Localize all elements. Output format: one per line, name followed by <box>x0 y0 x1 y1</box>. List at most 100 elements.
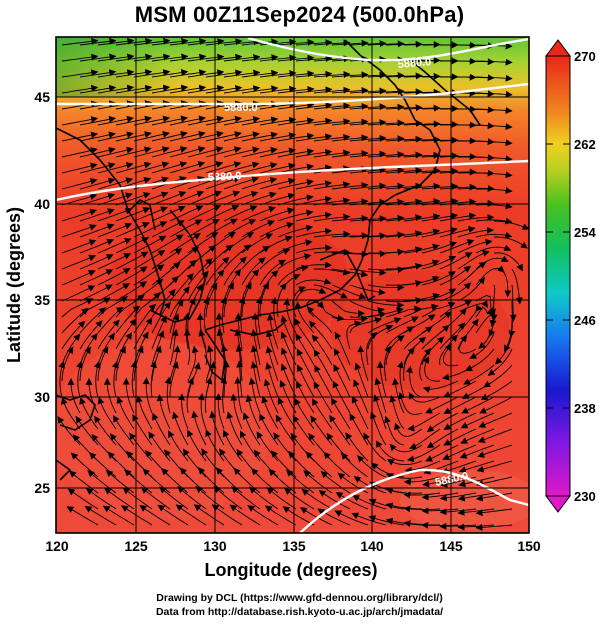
streamline <box>334 510 369 526</box>
streamline <box>151 115 188 126</box>
streamline <box>103 377 117 414</box>
streamline <box>223 176 259 190</box>
streamline <box>151 37 189 46</box>
credit-drawing: Drawing by DCL (https://www.gfd-dennou.o… <box>156 592 443 604</box>
streamline <box>367 166 405 174</box>
streamline <box>241 162 278 174</box>
streamline <box>385 246 423 254</box>
streamline <box>283 298 297 334</box>
colorbar-tick-label: 238 <box>574 401 596 416</box>
streamline <box>277 101 315 110</box>
streamline <box>294 397 315 430</box>
streamline <box>115 251 149 270</box>
streamline <box>439 252 473 270</box>
streamline <box>475 244 512 254</box>
streamline <box>151 146 188 158</box>
streamline <box>349 250 387 258</box>
streamline <box>421 152 459 160</box>
streamline <box>151 53 189 62</box>
streamline <box>277 224 314 238</box>
colorbar-tick-label: 270 <box>574 49 596 64</box>
streamline <box>385 305 422 318</box>
streamline <box>403 303 439 318</box>
streamline <box>61 37 99 46</box>
streamline <box>151 161 188 174</box>
colorbar-min-triangle <box>545 495 571 513</box>
streamline <box>97 307 124 334</box>
streamline <box>331 87 369 95</box>
streamline <box>439 226 476 238</box>
streamline <box>61 285 96 302</box>
streamline <box>241 116 279 126</box>
streamline <box>295 133 333 142</box>
streamline <box>261 395 279 430</box>
streamline <box>264 505 297 526</box>
streamline <box>280 363 297 398</box>
streamline <box>280 331 297 366</box>
streamline <box>133 206 168 222</box>
streamline <box>331 150 369 158</box>
streamline <box>385 40 423 48</box>
streamline <box>509 284 517 322</box>
streamline <box>426 412 459 433</box>
streamline <box>231 486 261 510</box>
streamline <box>164 376 172 414</box>
streamline <box>151 69 189 78</box>
streamline <box>115 84 153 94</box>
streamline <box>331 300 365 317</box>
streamline <box>133 131 170 142</box>
streamline <box>442 444 477 460</box>
streamline <box>234 376 243 414</box>
streamline <box>97 161 134 174</box>
streamline <box>67 488 99 510</box>
streamline <box>357 345 369 382</box>
streamline <box>142 377 153 414</box>
streamline <box>277 54 315 62</box>
streamline <box>112 415 135 446</box>
streamline <box>97 115 134 126</box>
streamline <box>295 278 332 286</box>
streamline <box>79 223 115 238</box>
streamline <box>259 101 297 110</box>
streamline <box>115 115 152 126</box>
streamline <box>121 505 153 526</box>
streamline <box>241 85 279 94</box>
streamline <box>259 38 297 46</box>
streamline <box>241 146 278 158</box>
streamline <box>61 84 99 94</box>
streamline <box>475 231 513 239</box>
streamline <box>457 261 487 286</box>
streamline <box>97 346 109 382</box>
streamline <box>169 38 207 46</box>
streamline <box>439 265 472 286</box>
streamline <box>367 284 405 292</box>
streamline <box>331 268 369 278</box>
streamline <box>307 306 333 334</box>
streamline <box>294 317 315 350</box>
streamline <box>475 202 513 210</box>
streamline <box>405 365 423 398</box>
streamline <box>313 248 351 256</box>
streamline <box>97 268 131 286</box>
streamline <box>460 412 495 429</box>
colorbar-tick-label: 262 <box>574 137 596 152</box>
streamline <box>122 487 153 510</box>
streamline <box>61 162 98 174</box>
streamline <box>79 84 117 94</box>
streamline <box>169 130 206 142</box>
streamline <box>223 161 260 174</box>
streamline <box>331 284 367 300</box>
streamline <box>79 53 117 62</box>
streamline <box>230 393 243 430</box>
streamline <box>115 53 153 62</box>
streamline <box>79 192 116 206</box>
streamline <box>459 444 495 459</box>
streamline <box>494 332 513 365</box>
streamline <box>204 376 213 414</box>
streamline <box>384 345 391 382</box>
streamline <box>295 333 315 366</box>
streamline <box>277 117 315 126</box>
streamline <box>277 38 315 46</box>
streamline <box>284 487 315 510</box>
streamline <box>349 103 387 111</box>
